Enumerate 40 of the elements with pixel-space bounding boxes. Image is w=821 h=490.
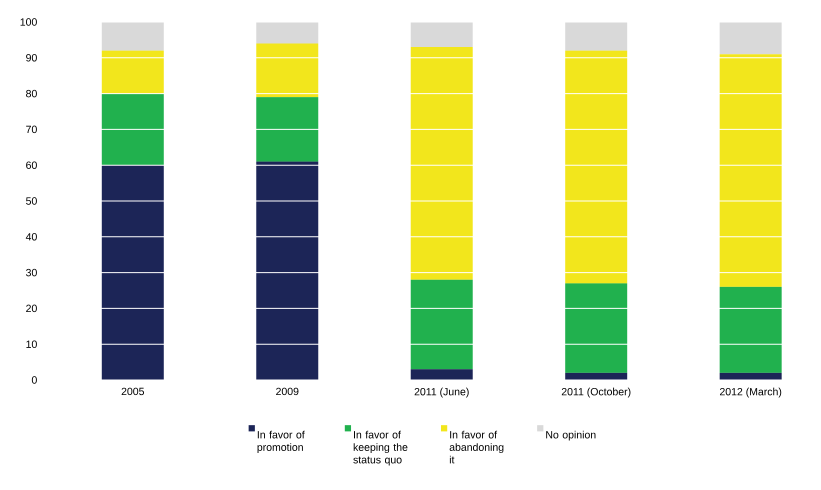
y-tick-label: 80 [26, 90, 37, 98]
bar [565, 22, 628, 51]
bar [102, 94, 164, 166]
x-tick-label: 2009 [276, 388, 298, 396]
bar [256, 162, 318, 380]
y-tick-label: 0 [32, 376, 37, 384]
bar [410, 22, 473, 48]
y-tick-label: 10 [26, 340, 37, 348]
bar [720, 22, 782, 54]
bar [256, 22, 318, 44]
y-tick-label: 70 [26, 126, 37, 134]
legend-label: In favor of abandoning it [450, 430, 504, 464]
bar [720, 286, 782, 373]
y-tick-label: 90 [26, 54, 37, 62]
legend-label: In favor of promotion [258, 430, 305, 454]
y-tick-label: 40 [26, 233, 37, 241]
y-tick-label: 20 [26, 304, 37, 312]
x-tick-label: 2011 (June) [414, 388, 469, 398]
bar [565, 372, 628, 380]
bar [102, 50, 164, 94]
bar [720, 54, 782, 287]
x-tick-label: 2011 (October) [562, 388, 630, 398]
y-tick-label: 100 [20, 18, 37, 26]
bar [410, 280, 473, 370]
bar [720, 372, 782, 380]
bar [102, 22, 164, 51]
x-tick-label: 2012 (March) [720, 388, 782, 398]
legend-label: In favor of keeping the status quo [353, 430, 408, 466]
x-tick-label: 2005 [122, 388, 144, 396]
y-tick-label: 30 [26, 268, 37, 276]
bar [410, 47, 473, 280]
bar [565, 283, 628, 373]
bar [565, 50, 628, 284]
bar [410, 369, 473, 380]
y-tick-label: 60 [26, 161, 37, 169]
bar [102, 165, 164, 380]
y-tick-label: 50 [26, 197, 37, 205]
legend-label: No opinion [546, 430, 596, 441]
bar [256, 97, 318, 162]
bar [256, 43, 318, 98]
